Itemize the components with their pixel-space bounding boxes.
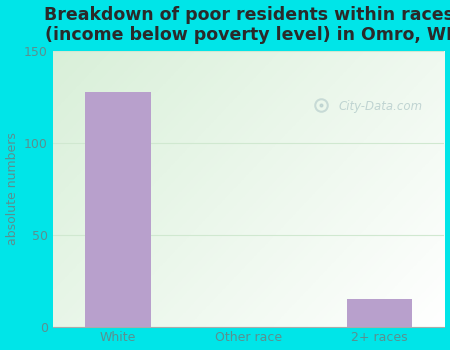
Bar [86, 92, 151, 327]
Bar [346, 299, 412, 327]
Title: Breakdown of poor residents within races
(income below poverty level) in Omro, W: Breakdown of poor residents within races… [44, 6, 450, 44]
Text: City-Data.com: City-Data.com [339, 100, 423, 113]
Y-axis label: absolute numbers: absolute numbers [5, 133, 18, 245]
